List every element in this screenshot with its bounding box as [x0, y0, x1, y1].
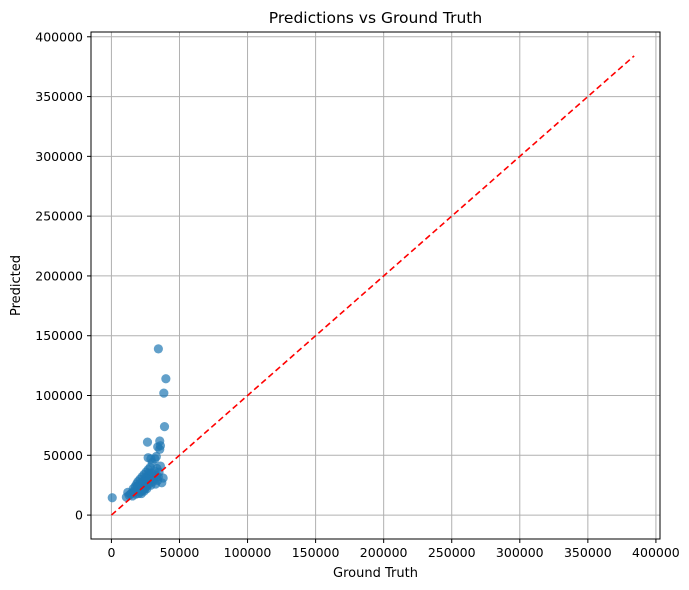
x-tick-label: 50000: [160, 545, 200, 560]
plot-frame: [90, 31, 661, 540]
data-point: [153, 344, 163, 354]
x-tick-label: 100000: [224, 545, 272, 560]
x-tick-label: 250000: [428, 545, 476, 560]
y-tick-label: 250000: [35, 209, 83, 224]
x-axis-label: Ground Truth: [333, 566, 418, 581]
reference-line: [110, 55, 635, 516]
data-point: [155, 436, 165, 446]
y-tick-label: 300000: [35, 149, 83, 164]
data-point: [161, 374, 171, 384]
data-point: [144, 468, 154, 478]
y-tick-label: 400000: [35, 29, 83, 44]
y-tick-label: 350000: [35, 89, 83, 104]
y-tick-label: 150000: [35, 328, 83, 343]
y-axis-label: Predicted: [9, 255, 24, 316]
y-tick-label: 50000: [43, 448, 83, 463]
y-tick-label: 100000: [35, 388, 83, 403]
chart-title: Predictions vs Ground Truth: [269, 9, 482, 27]
data-point: [155, 461, 166, 471]
y-tick-label: 0: [75, 508, 83, 523]
y-axis: 0 50000 100000 150000 200000 250000 300000 3500…: [35, 29, 91, 523]
x-tick-label: 0: [107, 545, 115, 560]
data-point: [158, 473, 168, 483]
data-point: [107, 493, 117, 503]
x-tick-label: 400000: [632, 545, 680, 560]
data-point: [159, 388, 169, 398]
x-tick-label: 300000: [496, 545, 544, 560]
data-point: [159, 421, 170, 432]
y-tick-label: 200000: [35, 268, 83, 283]
x-tick-label: 150000: [292, 545, 340, 560]
grid: [91, 32, 660, 539]
data-points: [107, 344, 171, 503]
data-point: [146, 454, 156, 464]
x-axis: 0 50000 100000 150000 200000 250000 300000 3500…: [107, 539, 680, 560]
data-point: [142, 437, 153, 447]
x-tick-label: 200000: [360, 545, 408, 560]
x-tick-label: 350000: [564, 545, 612, 560]
